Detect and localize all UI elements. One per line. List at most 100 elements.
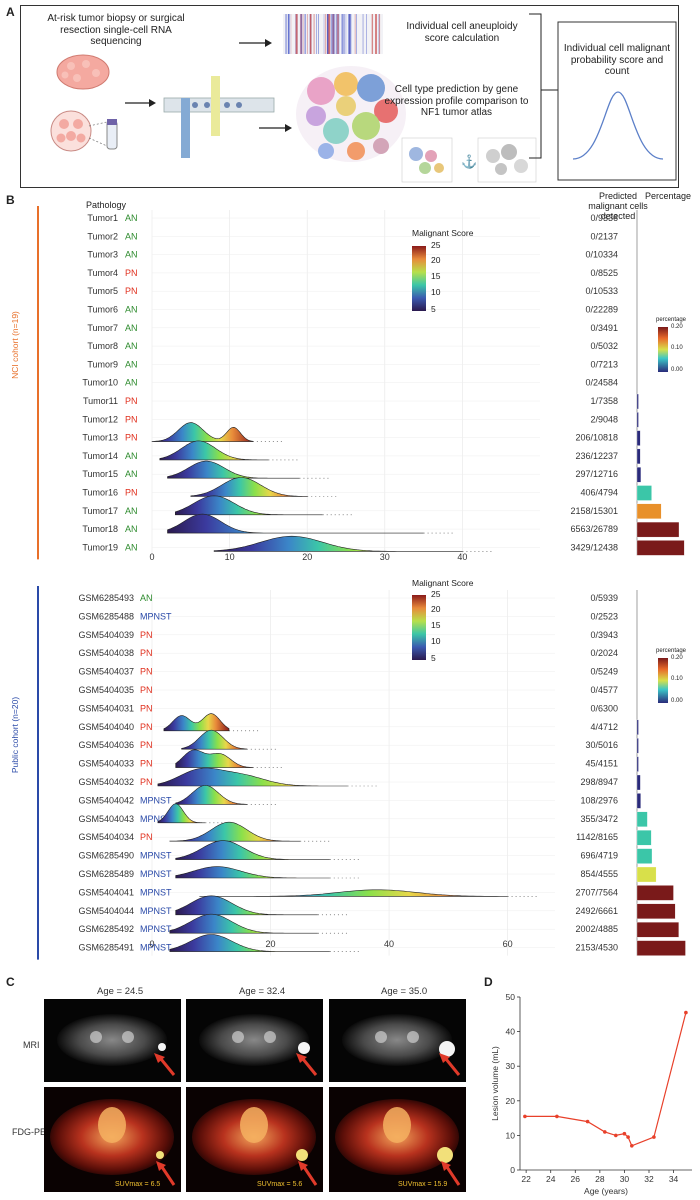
lesion-arrow (444, 1058, 461, 1076)
pathology-label: PN (125, 286, 138, 296)
probability-curve-icon (572, 91, 664, 160)
mri-body (342, 1014, 452, 1066)
malignant-count: 297/12716 (575, 469, 618, 479)
volume-point (622, 1131, 627, 1136)
y-axis-label: Lesion volume (mL) (490, 1046, 500, 1121)
panel-letter-b: B (6, 193, 15, 207)
percentage-bar (636, 866, 657, 883)
lesion-arrowhead (298, 1161, 308, 1171)
pet-label: FDG-PET (12, 1127, 52, 1137)
pathology-label: PN (140, 777, 153, 787)
suv-label: SUVmax = 15.9 (398, 1181, 448, 1188)
pathology-label: AN (125, 323, 138, 333)
pathology-label: MPNST (140, 869, 172, 879)
age-label: Age = 35.0 (381, 986, 428, 997)
density-ridge (169, 913, 318, 934)
malignant-count: 206/10818 (575, 433, 618, 443)
pathology-header: Pathology (86, 200, 127, 210)
pathology-label: AN (125, 341, 138, 351)
sample-name: Tumor16 (82, 488, 118, 498)
pet-hotspot (383, 1107, 411, 1143)
sample-name: Tumor7 (87, 323, 118, 333)
aneuploidy-heatmap (283, 14, 383, 54)
pathology-label: AN (125, 231, 138, 241)
sample-name: GSM5404031 (78, 703, 134, 713)
umap-atlas-icon (296, 66, 406, 162)
pathology-label: AN (125, 250, 138, 260)
percentage-bar (636, 903, 676, 919)
percentage-bar (636, 848, 653, 864)
density-ridge (169, 934, 330, 952)
pathology-label: AN (125, 524, 138, 534)
volume-point (684, 1010, 688, 1015)
malignant-count: 30/5016 (585, 740, 618, 750)
volume-line (524, 1012, 687, 1147)
density-ridge (163, 713, 230, 732)
sample-name: Tumor5 (87, 286, 118, 296)
malignant-count: 696/4719 (580, 851, 618, 861)
malignant-count: 406/4794 (580, 488, 618, 498)
volume-point (555, 1114, 559, 1119)
pathology-label: PN (125, 396, 138, 406)
pathology-label: AN (125, 451, 138, 461)
age-label: Age = 24.5 (97, 986, 144, 997)
density-ridge (151, 422, 254, 442)
volume-point (523, 1114, 527, 1119)
mri-structure (375, 1031, 387, 1043)
percentage-bar (636, 738, 639, 754)
percentage-bar (636, 521, 680, 538)
tumor-atlas-comparison-icon: ⚓ (401, 137, 537, 183)
malignant-count: 108/2976 (580, 795, 618, 805)
sample-name: Tumor8 (87, 341, 118, 351)
sample-name: Tumor6 (87, 305, 118, 315)
sample-name: GSM5404033 (78, 759, 134, 769)
predicted-header: Predicted malignant cells detected (588, 191, 648, 221)
percentage-bar (636, 940, 686, 956)
pathology-label: AN (125, 542, 138, 552)
ridgeline-charts: Tumor1 AN 0/9336 Tumor2 AN 0/2137 Tumor3 AN 0/10… (37, 206, 686, 960)
colorbar-tick: 10 (431, 287, 441, 297)
pathology-label: MPNST (140, 906, 172, 916)
malignant-count: 2492/6661 (575, 906, 618, 916)
pet-hotspot (98, 1107, 126, 1143)
volume-point (626, 1135, 630, 1139)
pathology-label: AN (125, 305, 138, 315)
malignant-count: 0/5249 (590, 667, 618, 677)
sample-name: GSM5404037 (78, 667, 134, 677)
mri-structure (407, 1031, 419, 1043)
pathology-label: PN (125, 433, 138, 443)
pathology-label: MPNST (140, 943, 172, 953)
pathology-label: AN (125, 469, 138, 479)
density-ridge (175, 895, 318, 916)
sample-name: GSM6285490 (78, 851, 134, 861)
colorbar-tick: 25 (431, 589, 441, 599)
malignant-count: 0/8525 (590, 268, 618, 278)
malignant-count: 0/3491 (590, 323, 618, 333)
pct-legend-title-public: percentage (656, 648, 687, 654)
density-ridge (199, 889, 508, 897)
pct-legend-title-nci: percentage (656, 317, 687, 323)
output-description: Individual cell malignant probability sc… (563, 43, 671, 77)
percentage-bar (636, 430, 641, 446)
pct-legend-tick: 0.10 (671, 345, 683, 351)
sample-name: GSM6285491 (78, 943, 134, 953)
sample-name: Tumor1 (87, 213, 118, 223)
percentage-bar (636, 922, 679, 938)
sample-name: GSM5404035 (78, 685, 134, 695)
mri-structure (90, 1031, 102, 1043)
pathology-label: MPNST (140, 887, 172, 897)
panel-a-workflow: ⚓ At-risk tumor biopsy or surgical resec… (20, 5, 679, 188)
pathology-label: MPNST (140, 611, 172, 621)
mri-lesion (439, 1041, 455, 1057)
sample-name: GSM5404042 (78, 795, 134, 805)
lesion-arrow (445, 1166, 461, 1186)
pathology-label: PN (140, 648, 153, 658)
sample-name: Tumor4 (87, 268, 118, 278)
malignant-score-colorbar-public (412, 595, 426, 660)
y-tick-label: 10 (506, 1130, 516, 1140)
scan-images (44, 999, 466, 1192)
colorbar-tick: 25 (431, 240, 441, 250)
malignant-count: 236/12237 (575, 451, 618, 461)
input-description: At-risk tumor biopsy or surgical resecti… (47, 13, 185, 47)
pet-hotspot (240, 1107, 268, 1143)
